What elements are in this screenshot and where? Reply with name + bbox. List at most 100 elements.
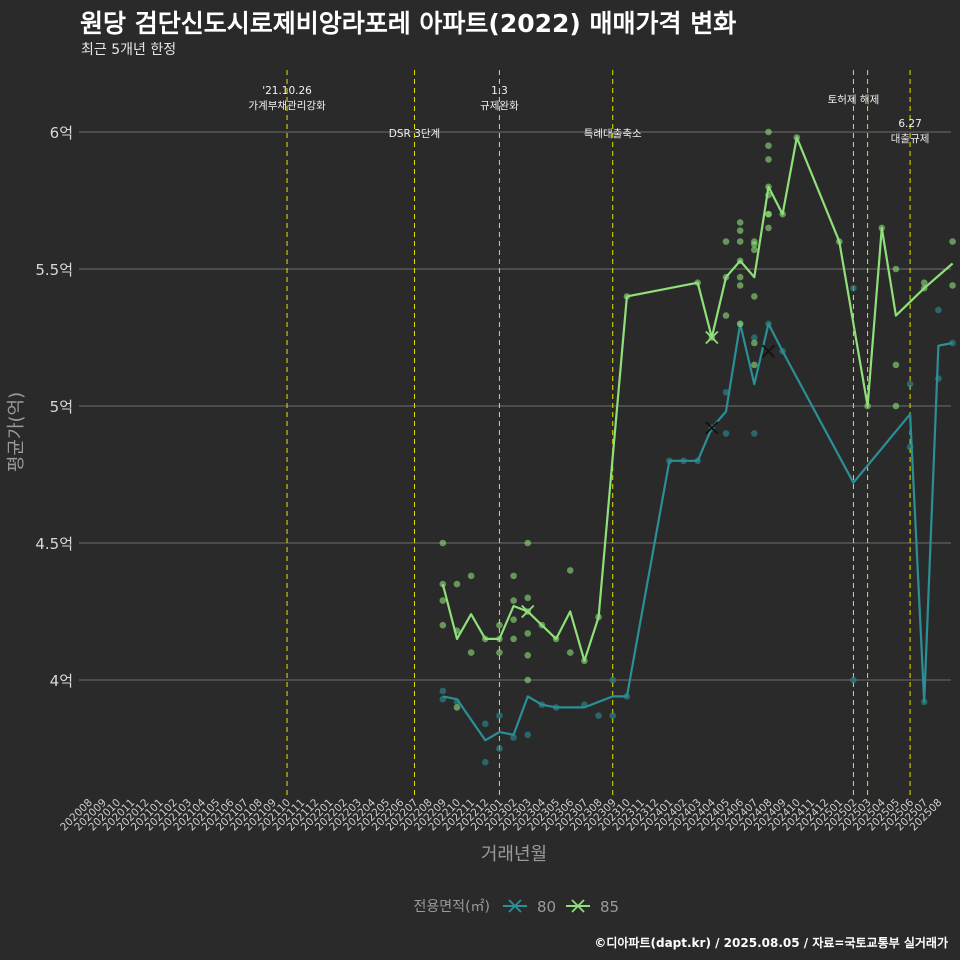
data-point (765, 224, 772, 232)
data-point (453, 704, 461, 711)
data-point (496, 621, 503, 629)
series-line (442, 322, 953, 742)
cross-marker (761, 344, 776, 358)
event-label: 1.3 (491, 85, 508, 97)
y-tick-label: 5.5억 (35, 261, 73, 279)
data-point (510, 635, 517, 643)
data-point (510, 734, 517, 741)
data-point (906, 380, 914, 388)
data-point (736, 227, 744, 234)
data-point (481, 720, 489, 728)
data-point (751, 334, 758, 341)
grid-layer (79, 131, 951, 681)
data-point (736, 273, 744, 281)
data-point (496, 745, 503, 752)
data-point (765, 142, 772, 149)
data-point (751, 246, 758, 254)
data-point (595, 712, 602, 719)
legend-title: 전용면적(㎡) (414, 899, 490, 915)
data-point (453, 580, 461, 588)
data-point (850, 284, 857, 292)
cross-marker (705, 330, 719, 345)
cross-marker (521, 604, 535, 619)
data-point (892, 265, 900, 273)
data-point (736, 238, 744, 245)
data-point (949, 282, 956, 289)
chart-subtitle: 최근 5개년 한정 (81, 42, 177, 58)
event-label: '21.10.26 (262, 85, 312, 97)
data-point (751, 430, 758, 437)
data-point (510, 616, 517, 624)
event-label: 토허제 해제 (828, 93, 880, 106)
event-label: 대출규제 (891, 133, 930, 145)
data-point (524, 652, 532, 659)
legend-label-85: 85 (600, 898, 619, 916)
data-point (439, 597, 447, 604)
data-point (524, 630, 532, 637)
legend-item-80: 80 (503, 898, 556, 916)
data-point (892, 402, 900, 410)
legend-item-85: 85 (566, 898, 619, 916)
data-point (722, 430, 730, 437)
chart-title: 원당 검단신도시로제비앙라포레 아파트(2022) 매매가격 변화 (80, 9, 737, 38)
data-point (751, 361, 758, 369)
data-point (765, 210, 772, 218)
data-point (566, 649, 574, 656)
data-point (751, 241, 758, 248)
cross-marker (705, 421, 719, 435)
data-point (510, 597, 517, 604)
data-point (496, 712, 503, 719)
event-label: 규제완화 (480, 99, 519, 112)
data-point (439, 687, 447, 695)
data-point (609, 676, 617, 684)
data-point (566, 567, 574, 574)
data-point (524, 539, 532, 547)
y-axis-title: 평균가(억) (6, 392, 27, 472)
series-80 (439, 284, 956, 766)
y-tick-label: 4.5억 (35, 535, 73, 553)
series-85 (439, 128, 956, 711)
data-point (609, 712, 617, 719)
data-point (496, 649, 503, 656)
series-line (441, 136, 954, 662)
data-point (935, 306, 942, 314)
data-point (736, 282, 744, 289)
data-point (751, 293, 758, 300)
data-point (722, 312, 730, 319)
data-point (722, 389, 730, 396)
series-layer (439, 128, 956, 766)
data-point (439, 539, 447, 547)
data-point (524, 731, 532, 739)
y-tick-label: 4억 (50, 672, 73, 690)
y-tick-label: 5억 (50, 398, 73, 416)
data-point (736, 320, 744, 328)
data-point (765, 128, 772, 136)
data-point (510, 572, 517, 580)
y-tick-label: 6억 (50, 124, 73, 142)
data-point (524, 676, 532, 684)
data-point (439, 621, 447, 629)
data-point (481, 758, 489, 766)
data-point (736, 219, 744, 226)
data-point (850, 676, 857, 684)
event-label: 특례대출축소 (584, 128, 642, 140)
data-point (751, 339, 758, 347)
data-point (892, 361, 900, 369)
data-point (722, 238, 730, 245)
event-label: 가계부채관리강화 (248, 100, 326, 112)
data-point (524, 594, 532, 602)
axis-layer: 4억4.5억5억5.5억6억20200820200920201020201120… (35, 124, 944, 833)
data-point (467, 572, 475, 580)
event-label: DSR 3단계 (389, 128, 440, 140)
x-axis-title: 거래년월 (481, 844, 547, 865)
legend-label-80: 80 (537, 898, 556, 916)
source-credit: ©디아파트(dapt.kr) / 2025.08.05 / 자료=국토교통부 실… (594, 936, 948, 950)
data-point (949, 238, 956, 245)
legend: 전용면적(㎡) 80 85 (414, 898, 620, 916)
data-point (920, 279, 928, 287)
data-point (765, 156, 772, 163)
event-label: 6.27 (898, 118, 921, 130)
data-point (467, 649, 475, 656)
